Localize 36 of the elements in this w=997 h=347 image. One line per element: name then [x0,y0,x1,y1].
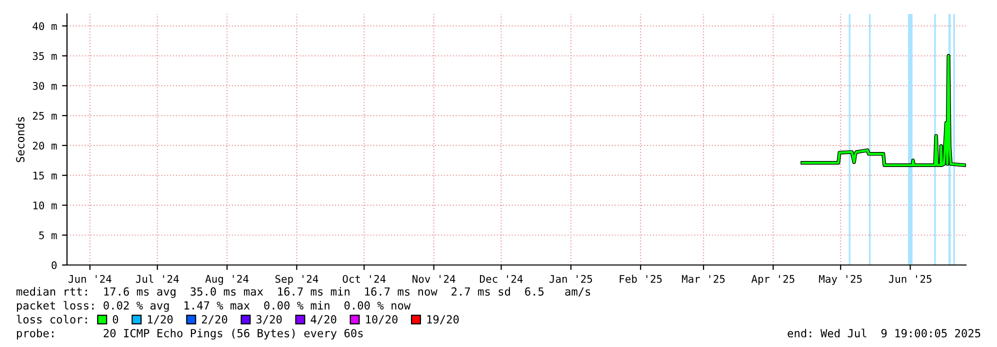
legend-label: 3/20 [256,315,282,324]
legend-label: 19/20 [427,315,459,324]
x-tick-label: Jun '25 [888,274,932,283]
x-tick-label: Feb '25 [620,274,662,283]
x-tick-label: Apr '25 [751,274,794,285]
y-tick-label: 35 m [32,52,57,60]
x-tick-label: May '25 [819,274,862,285]
y-tick-label: 40 m [32,22,57,30]
legend-label: 2/20 [202,315,228,324]
y-tick-label: 20 m [32,142,57,150]
y-tick-label: 25 m [32,112,57,120]
text: end: Wed Jul 9 19:00:05 2025 [788,328,980,338]
x-tick-label: Jul '24 [136,274,179,283]
text: probe: 20 ICMP Echo Pings (56 Bytes) every 60s [16,328,363,340]
y-tick-label: 30 m [32,82,57,90]
legend-label: 1/20 [148,315,173,324]
line-series [800,54,966,167]
legend-label: 4/20 [310,315,336,324]
y-tick-label: 10 m [33,201,57,210]
x-tick-label: Nov '24 [412,274,456,283]
legend-label: 0 [112,315,118,324]
legend-label: 10/20 [366,315,398,324]
x-tick-label: Sep '24 [275,274,318,285]
x-tick-label: Aug '24 [205,274,248,285]
text: packet loss: 0.02 % avg 1.47 % max 0.00 % min 0.00 % now [16,300,411,312]
text: median rtt: 17.6 ms avg 35.0 ms max 16.7 ms min 16.7 ms now 2.7 ms sd 6.5 am/s [16,287,590,298]
x-tick-label: Oct '24 [342,274,386,283]
x-tick-label: Dec '24 [480,274,523,283]
y-tick-label: 0 [52,261,57,270]
y-tick-label: 5 m [39,232,57,240]
x-tick-label: Jun '24 [68,274,112,283]
legend-title: loss color: [16,314,87,324]
x-tick-label: Mar '25 [682,274,725,283]
y-tick-label: 15 m [33,172,57,180]
y-axis-title: Seconds [16,117,24,162]
x-tick-label: Jan '25 [550,274,592,283]
